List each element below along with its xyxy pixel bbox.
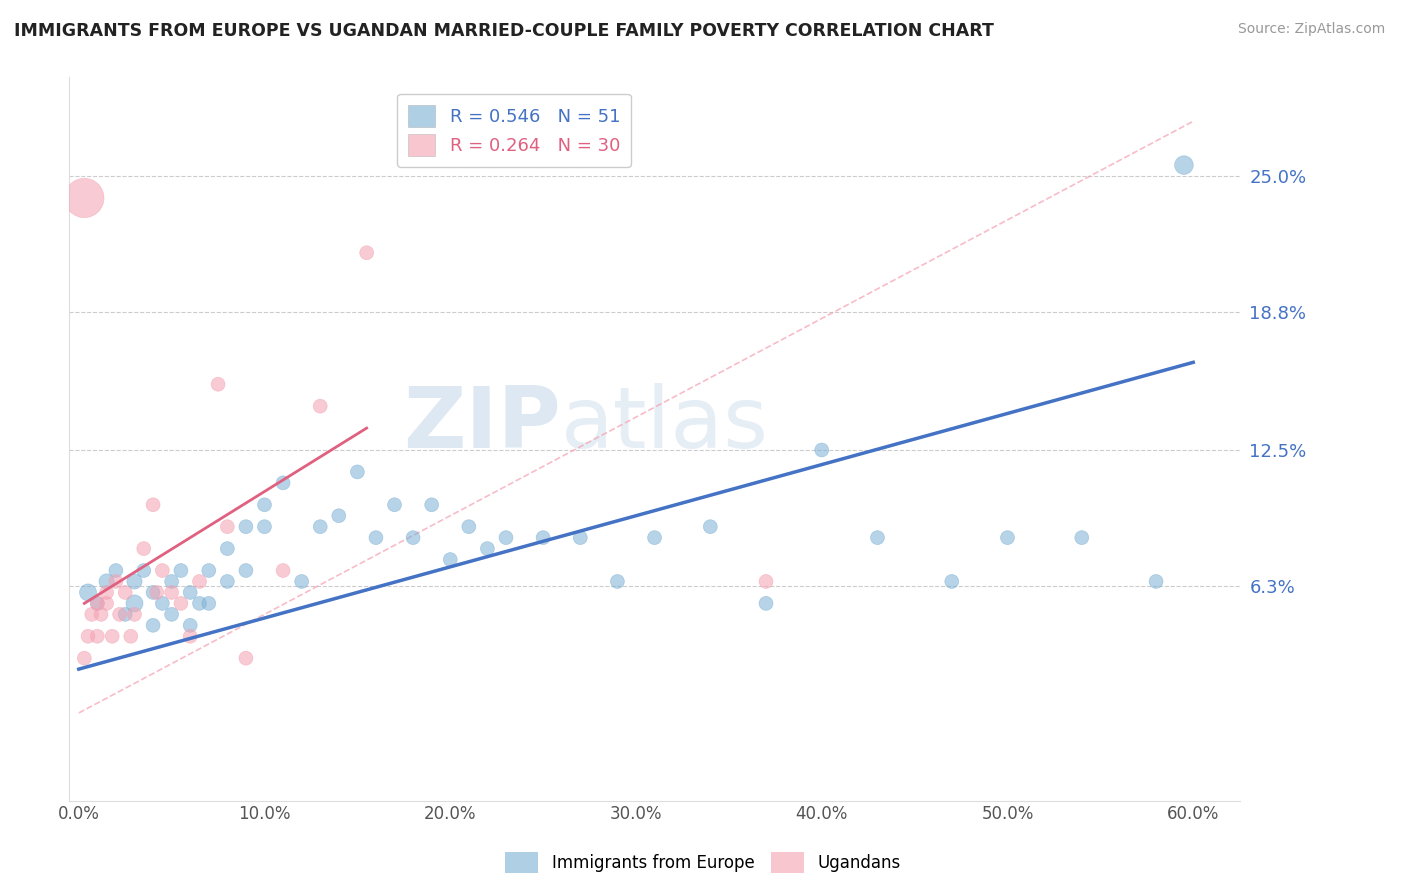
Point [124,607,146,622]
Point [569,531,592,545]
Point [1144,574,1167,589]
Point [402,531,425,545]
Point [235,519,257,533]
Point [160,574,183,589]
Point [146,585,169,599]
Point [253,519,276,533]
Point [271,475,294,490]
Point [86,596,108,610]
Point [235,651,257,665]
Point [160,607,183,622]
Point [179,618,201,632]
Point [101,629,124,643]
Point [124,596,146,610]
Point [364,531,387,545]
Point [80,607,103,622]
Point [160,585,183,599]
Text: atlas: atlas [561,383,769,466]
Point [90,607,112,622]
Point [439,552,461,566]
Legend: R = 0.546   N = 51, R = 0.264   N = 30: R = 0.546 N = 51, R = 0.264 N = 30 [398,94,631,167]
Point [77,585,100,599]
Point [150,564,173,578]
Text: Source: ZipAtlas.com: Source: ZipAtlas.com [1237,22,1385,37]
Point [420,498,443,512]
Point [309,519,332,533]
Point [477,541,499,556]
Point [142,618,165,632]
Point [1070,531,1092,545]
Point [1173,158,1195,172]
Point [291,574,314,589]
Point [235,564,257,578]
Point [132,541,155,556]
Point [495,531,517,545]
Point [170,596,193,610]
Text: ZIP: ZIP [404,383,561,466]
Point [132,564,155,578]
Point [328,508,350,523]
Point [531,531,554,545]
Point [179,585,201,599]
Point [142,585,165,599]
Point [188,596,211,610]
Legend: Immigrants from Europe, Ugandans: Immigrants from Europe, Ugandans [498,846,908,880]
Point [941,574,963,589]
Point [309,399,332,413]
Point [997,531,1019,545]
Point [96,596,118,610]
Point [217,541,239,556]
Point [114,607,136,622]
Point [114,585,136,599]
Point [104,564,127,578]
Point [108,607,131,622]
Point [86,629,108,643]
Point [124,574,146,589]
Point [699,519,721,533]
Point [217,519,239,533]
Point [253,498,276,512]
Point [384,498,406,512]
Point [96,585,118,599]
Point [104,574,127,589]
Point [755,574,778,589]
Text: IMMIGRANTS FROM EUROPE VS UGANDAN MARRIED-COUPLE FAMILY POVERTY CORRELATION CHAR: IMMIGRANTS FROM EUROPE VS UGANDAN MARRIE… [14,22,994,40]
Point [179,629,201,643]
Point [73,651,96,665]
Point [755,596,778,610]
Point [197,564,219,578]
Point [207,377,229,392]
Point [271,564,294,578]
Point [150,596,173,610]
Point [810,442,832,457]
Point [170,564,193,578]
Point [86,596,108,610]
Point [457,519,479,533]
Point [73,191,96,205]
Point [866,531,889,545]
Point [77,629,100,643]
Point [644,531,666,545]
Point [142,498,165,512]
Point [197,596,219,610]
Point [96,574,118,589]
Point [217,574,239,589]
Point [188,574,211,589]
Point [120,629,142,643]
Point [356,245,378,260]
Point [606,574,628,589]
Point [346,465,368,479]
